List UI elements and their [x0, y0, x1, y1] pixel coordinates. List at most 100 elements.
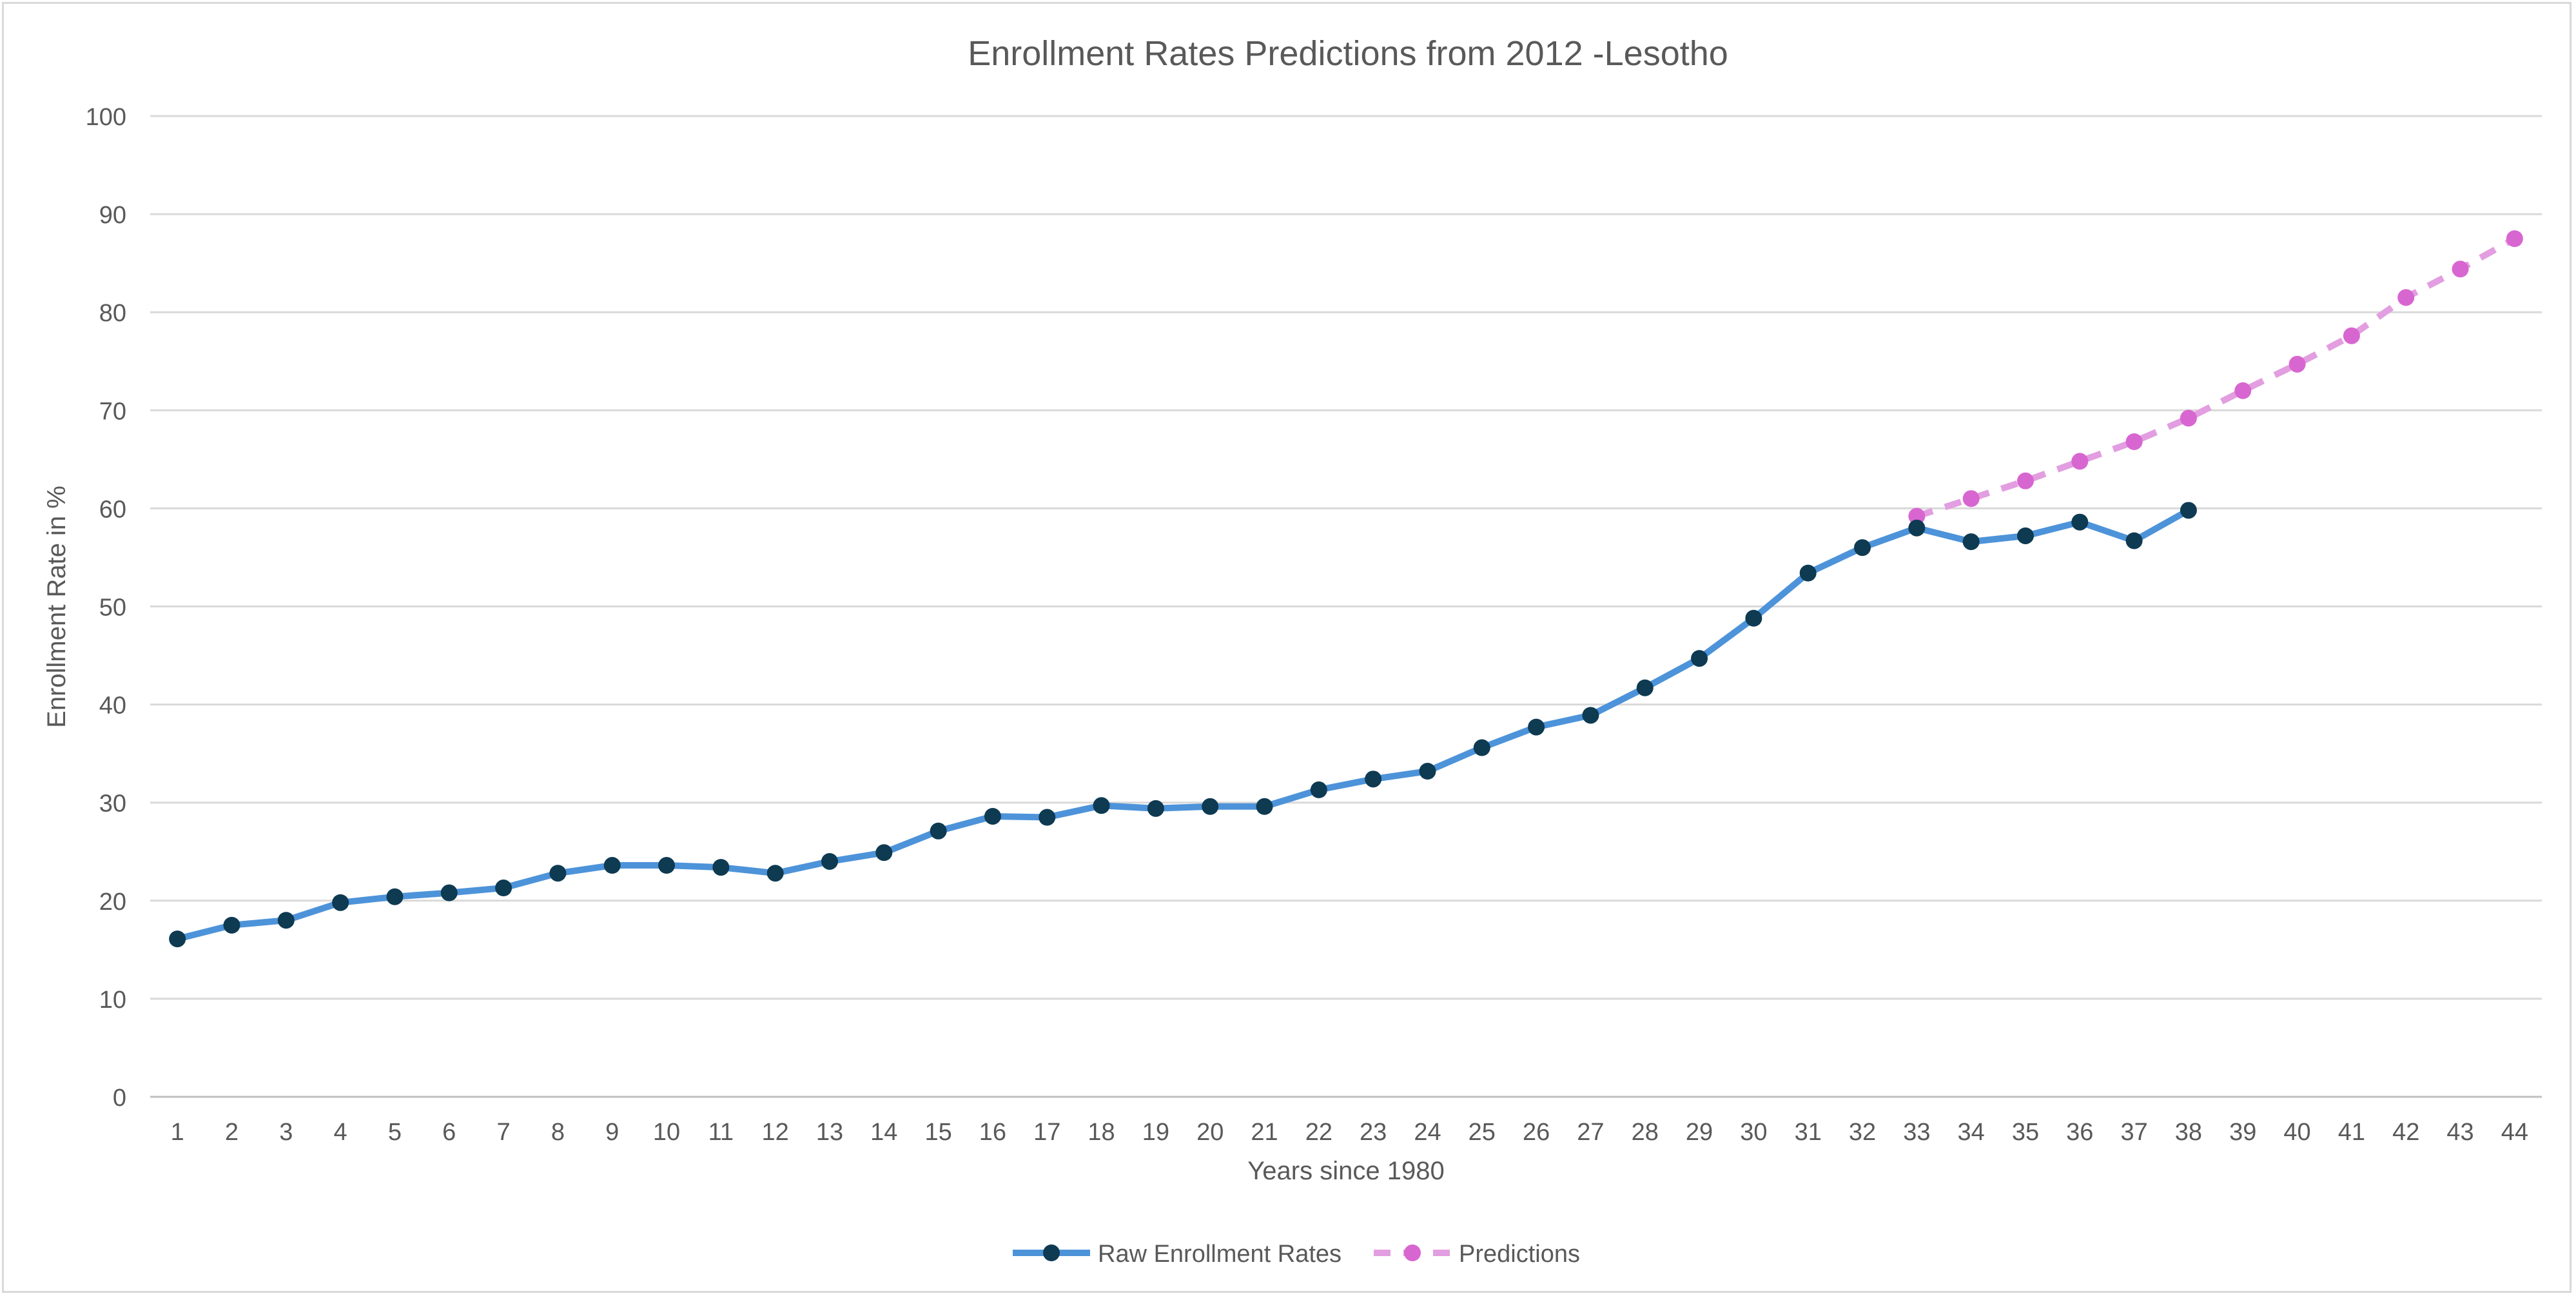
legend-swatch-marker: [1043, 1244, 1060, 1261]
y-tick-label: 90: [99, 202, 126, 229]
x-tick-label: 1: [171, 1119, 184, 1146]
x-tick-label: 16: [979, 1119, 1006, 1146]
data-point: [1473, 739, 1490, 756]
series-predictions: [1908, 230, 2523, 525]
x-tick-label: 23: [1360, 1119, 1387, 1146]
data-point: [2288, 355, 2306, 373]
data-point: [1310, 781, 1327, 798]
y-tick-label: 70: [99, 398, 126, 425]
data-point: [1962, 533, 1980, 551]
y-tick-label: 40: [99, 693, 126, 720]
x-tick-label: 30: [1740, 1119, 1767, 1146]
data-point: [2016, 527, 2034, 544]
x-tick-label: 24: [1414, 1119, 1441, 1146]
data-point: [2452, 261, 2469, 278]
x-tick-label: 2: [225, 1119, 239, 1146]
data-point: [2071, 513, 2089, 531]
enrollment-line-chart: Enrollment Rates Predictions from 2012 -…: [43, 34, 2542, 1268]
x-tick-label: 25: [1469, 1119, 1496, 1146]
data-point: [2180, 502, 2197, 519]
x-tick-label: 11: [708, 1119, 734, 1146]
data-point: [2125, 433, 2143, 450]
data-point: [658, 857, 676, 874]
x-tick-label: 13: [816, 1119, 843, 1146]
x-tick-label: 36: [2066, 1119, 2093, 1146]
series-group: [169, 230, 2523, 948]
y-tick-label: 60: [99, 496, 126, 523]
x-tick-label: 21: [1251, 1119, 1278, 1146]
grid-lines: [150, 115, 2542, 1098]
y-tick-label: 10: [99, 987, 126, 1014]
y-tick-label: 50: [99, 595, 126, 622]
x-tick-label: 41: [2338, 1119, 2365, 1146]
y-tick-label: 0: [113, 1085, 126, 1112]
y-axis-title: Enrollment Rate in %: [43, 486, 71, 728]
data-point: [440, 884, 458, 901]
data-point: [2180, 409, 2197, 427]
data-point: [821, 852, 838, 870]
y-tick-label: 30: [99, 791, 126, 818]
data-point: [875, 844, 893, 861]
data-point: [1147, 800, 1164, 817]
x-tick-label: 14: [870, 1119, 897, 1146]
x-tick-label: 39: [2229, 1119, 2256, 1146]
series-line: [174, 507, 2192, 943]
x-tick-label: 29: [1686, 1119, 1713, 1146]
x-tick-label: 26: [1523, 1119, 1550, 1146]
x-tick-label: 43: [2446, 1119, 2474, 1146]
legend-item: Predictions: [1374, 1241, 1580, 1268]
x-tick-label: 7: [496, 1119, 510, 1146]
data-point: [2071, 453, 2089, 470]
x-tick-label: 12: [762, 1119, 789, 1146]
data-point: [603, 857, 621, 874]
x-tick-label: 18: [1088, 1119, 1115, 1146]
x-tick-label: 20: [1196, 1119, 1224, 1146]
data-point: [1636, 679, 1654, 696]
data-point: [386, 888, 404, 905]
x-tick-label: 38: [2175, 1119, 2202, 1146]
x-axis-title: Years since 1980: [1247, 1157, 1444, 1185]
data-point: [332, 894, 349, 911]
data-point: [2016, 472, 2034, 489]
x-tick-label: 17: [1033, 1119, 1060, 1146]
x-tick-label: 6: [442, 1119, 456, 1146]
data-point: [2397, 289, 2415, 306]
x-tick-label: 10: [653, 1119, 680, 1146]
x-tick-label: 28: [1632, 1119, 1659, 1146]
x-tick-label: 42: [2392, 1119, 2419, 1146]
data-point: [1365, 771, 1382, 788]
y-tick-label: 80: [99, 300, 126, 327]
x-tick-label: 33: [1903, 1119, 1930, 1146]
x-tick-label: 27: [1577, 1119, 1604, 1146]
data-point: [1256, 798, 1273, 815]
data-point: [1908, 519, 1926, 536]
data-point: [1908, 507, 1926, 525]
x-tick-label: 40: [2283, 1119, 2310, 1146]
x-tick-label: 3: [279, 1119, 293, 1146]
x-axis-tick-labels: 1 2 3 4 5 6 7 8 9 10 11 12 13 14 15 16 17 18 19 20 21 22 23 24 2…: [171, 1119, 2528, 1146]
data-point: [1528, 718, 1545, 736]
legend: Raw Enrollment Rates Predictions: [1013, 1241, 1580, 1268]
data-point: [549, 865, 567, 882]
data-point: [766, 865, 784, 882]
data-point: [1691, 650, 1708, 667]
x-tick-label: 32: [1849, 1119, 1876, 1146]
data-point: [277, 912, 295, 929]
legend-item: Raw Enrollment Rates: [1013, 1241, 1342, 1268]
data-point: [2234, 382, 2252, 399]
legend-label: Raw Enrollment Rates: [1098, 1241, 1342, 1268]
data-point: [495, 880, 512, 897]
series-raw-enrollment-rates: [169, 502, 2197, 948]
y-axis-tick-labels: 0 10 20 30 40 50 60 70 80 90 100: [86, 104, 126, 1112]
x-tick-label: 15: [924, 1119, 951, 1146]
x-tick-label: 9: [605, 1119, 619, 1146]
data-point: [1799, 564, 1817, 582]
data-point: [223, 916, 240, 934]
data-point: [1854, 539, 1871, 556]
x-tick-label: 44: [2501, 1119, 2528, 1146]
y-tick-label: 100: [86, 104, 126, 131]
x-tick-label: 22: [1305, 1119, 1332, 1146]
data-point: [2125, 532, 2143, 549]
data-point: [1093, 797, 1110, 814]
